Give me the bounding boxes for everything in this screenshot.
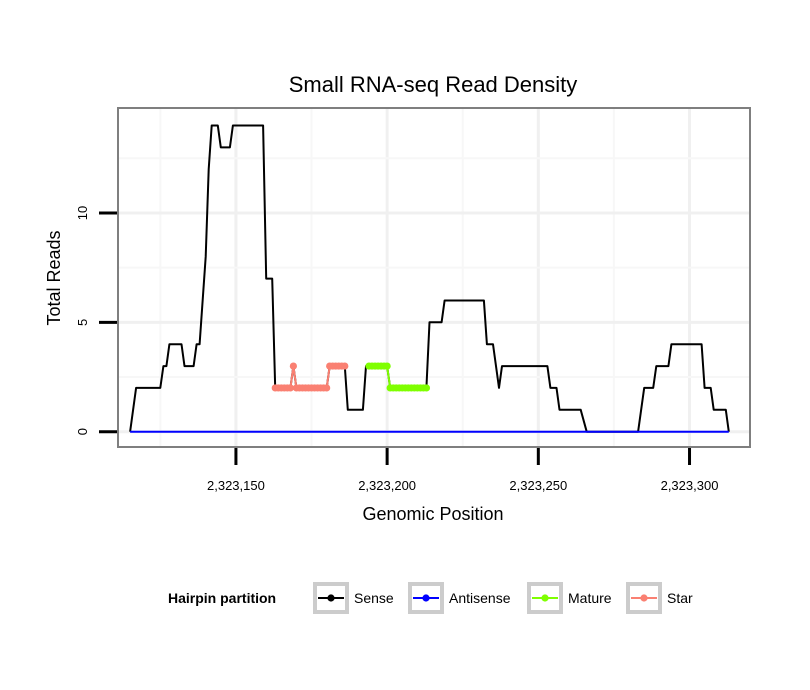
x-tick-label: 2,323,200: [358, 478, 416, 493]
legend: Hairpin partition Sense Antisense Mature St…: [168, 582, 693, 614]
data-point-star: [289, 362, 297, 370]
series-star: [271, 362, 349, 392]
x-tick-label: 2,323,300: [661, 478, 719, 493]
legend-label: Antisense: [449, 590, 511, 606]
y-tick-label: 5: [75, 319, 90, 326]
legend-key-marker: [327, 594, 335, 602]
legend-key-marker: [422, 594, 430, 602]
legend-item-mature: Mature: [527, 582, 612, 614]
legend-key-marker: [541, 594, 549, 602]
x-tick-label: 2,323,150: [207, 478, 265, 493]
data-point-star: [323, 384, 331, 392]
legend-key-marker: [640, 594, 648, 602]
chart-title: Small RNA-seq Read Density: [289, 72, 578, 97]
y-tick-label: 0: [75, 428, 90, 435]
y-tick-label: 10: [75, 206, 90, 220]
data-point-star: [341, 362, 349, 370]
axes: 2,323,150 2,323,200 2,323,250 2,323,300 0 5 10: [75, 206, 718, 493]
legend-item-sense: Sense: [313, 582, 394, 614]
x-axis-title: Genomic Position: [362, 504, 503, 524]
data-point-mature: [422, 384, 431, 392]
y-axis-title: Total Reads: [44, 230, 64, 325]
data-point-mature: [383, 362, 391, 370]
series-layer: [129, 124, 730, 433]
legend-label: Sense: [354, 590, 394, 606]
legend-title: Hairpin partition: [168, 590, 276, 606]
data-point-star: [286, 384, 294, 392]
legend-item-star: Star: [626, 582, 693, 614]
series-mature: [365, 362, 431, 392]
legend-item-antisense: Antisense: [408, 582, 511, 614]
legend-label: Star: [667, 590, 693, 606]
x-tick-label: 2,323,250: [509, 478, 567, 493]
series-line-sense: [129, 124, 730, 433]
legend-label: Mature: [568, 590, 612, 606]
